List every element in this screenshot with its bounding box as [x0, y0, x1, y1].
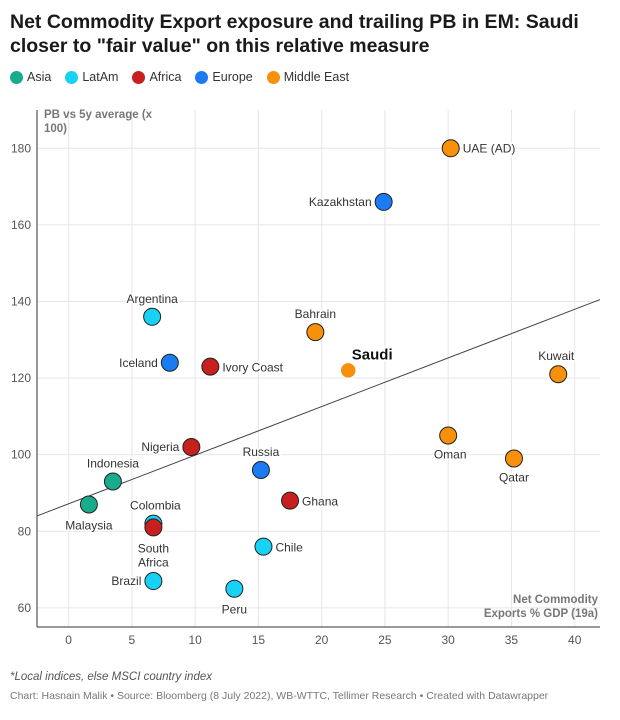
point-label: Colombia	[130, 499, 181, 513]
x-tick-label: 25	[378, 633, 392, 647]
point-label: Brazil	[111, 574, 141, 588]
data-point-south-africa	[144, 518, 163, 537]
legend-item-africa: Africa	[132, 70, 181, 84]
y-tick-label: 160	[11, 218, 31, 232]
point-label: Chile	[275, 541, 303, 555]
legend-swatch	[266, 70, 280, 84]
x-tick-label: 35	[505, 633, 519, 647]
point-label: Kuwait	[538, 349, 575, 363]
point-label: Kazakhstan	[309, 195, 372, 209]
x-axis-title: Net Commodity	[513, 594, 599, 606]
y-axis-title: 100)	[44, 123, 67, 135]
point-label: South Africa	[138, 541, 169, 569]
legend-label: Africa	[149, 70, 182, 84]
data-point-oman	[439, 426, 458, 445]
x-tick-label: 0	[65, 633, 72, 647]
point-label: Argentina	[126, 292, 178, 306]
legend-swatch	[65, 70, 79, 84]
x-tick-label: 15	[252, 633, 266, 647]
data-point-indonesia	[103, 472, 122, 491]
data-point-saudi	[339, 361, 357, 380]
data-point-malaysia	[79, 495, 98, 514]
y-tick-label: 180	[11, 141, 31, 155]
x-axis-title: Exports % GDP (19a)	[484, 608, 598, 620]
data-point-nigeria	[182, 438, 201, 457]
legend-item-europe: Europe	[195, 70, 253, 84]
data-point-kazakhstan	[374, 192, 393, 211]
legend-item-latam: LatAm	[65, 70, 118, 84]
point-label: Indonesia	[87, 456, 139, 470]
point-label: Malaysia	[65, 518, 113, 532]
y-tick-label: 140	[11, 294, 31, 308]
y-axis-title: PB vs 5y average (x	[44, 109, 153, 121]
point-label: Ivory Coast	[222, 361, 283, 375]
legend-swatch	[195, 70, 209, 84]
point-label: Iceland	[119, 356, 158, 370]
legend-swatch	[132, 70, 146, 84]
data-point-iceland	[160, 353, 179, 372]
footnote: *Local indices, else MSCI country index	[10, 671, 212, 683]
point-label: Bahrain	[295, 307, 336, 321]
legend-item-asia: Asia	[10, 70, 51, 84]
point-label: Peru	[222, 603, 247, 617]
point-label: Russia	[243, 445, 280, 459]
data-point-chile	[254, 537, 273, 556]
x-tick-label: 20	[315, 633, 329, 647]
data-point-qatar	[504, 449, 523, 468]
point-label: Ghana	[302, 495, 338, 509]
credit-line: Chart: Hasnain Malik • Source: Bloomberg…	[10, 690, 549, 702]
data-point-argentina	[143, 307, 162, 326]
point-label: Nigeria	[141, 440, 179, 454]
legend-swatch	[10, 70, 23, 84]
point-label: Qatar	[499, 470, 529, 484]
x-tick-label: 30	[442, 633, 456, 647]
data-point-uae-ad	[441, 139, 460, 158]
legend-label: Asia	[27, 70, 52, 84]
data-point-brazil	[144, 572, 163, 591]
legend-item-middle-east: Middle East	[266, 70, 350, 84]
legend: Asia LatAm Africa Europe Middle East	[10, 70, 349, 84]
chart-title: Net Commodity Export exposure and traili…	[10, 11, 579, 57]
x-tick-label: 5	[129, 633, 136, 647]
y-tick-label: 120	[11, 371, 31, 385]
point-label: Oman	[434, 448, 467, 462]
data-point-kuwait	[549, 365, 568, 384]
x-tick-label: 10	[188, 633, 202, 647]
legend-label: Middle East	[283, 70, 350, 84]
x-tick-label: 40	[568, 633, 582, 647]
data-point-bahrain	[306, 323, 325, 342]
data-point-ghana	[281, 491, 300, 510]
y-tick-label: 60	[18, 601, 32, 615]
point-label: Saudi	[352, 346, 393, 363]
data-point-ivory-coast	[201, 357, 220, 376]
y-tick-label: 100	[11, 448, 31, 462]
y-tick-label: 80	[18, 524, 32, 538]
legend-label: Europe	[212, 70, 253, 84]
data-point-peru	[225, 579, 244, 598]
point-label: UAE (AD)	[463, 141, 516, 155]
legend-label: LatAm	[82, 70, 119, 84]
trend-line	[36, 299, 601, 517]
data-point-russia	[251, 460, 270, 479]
